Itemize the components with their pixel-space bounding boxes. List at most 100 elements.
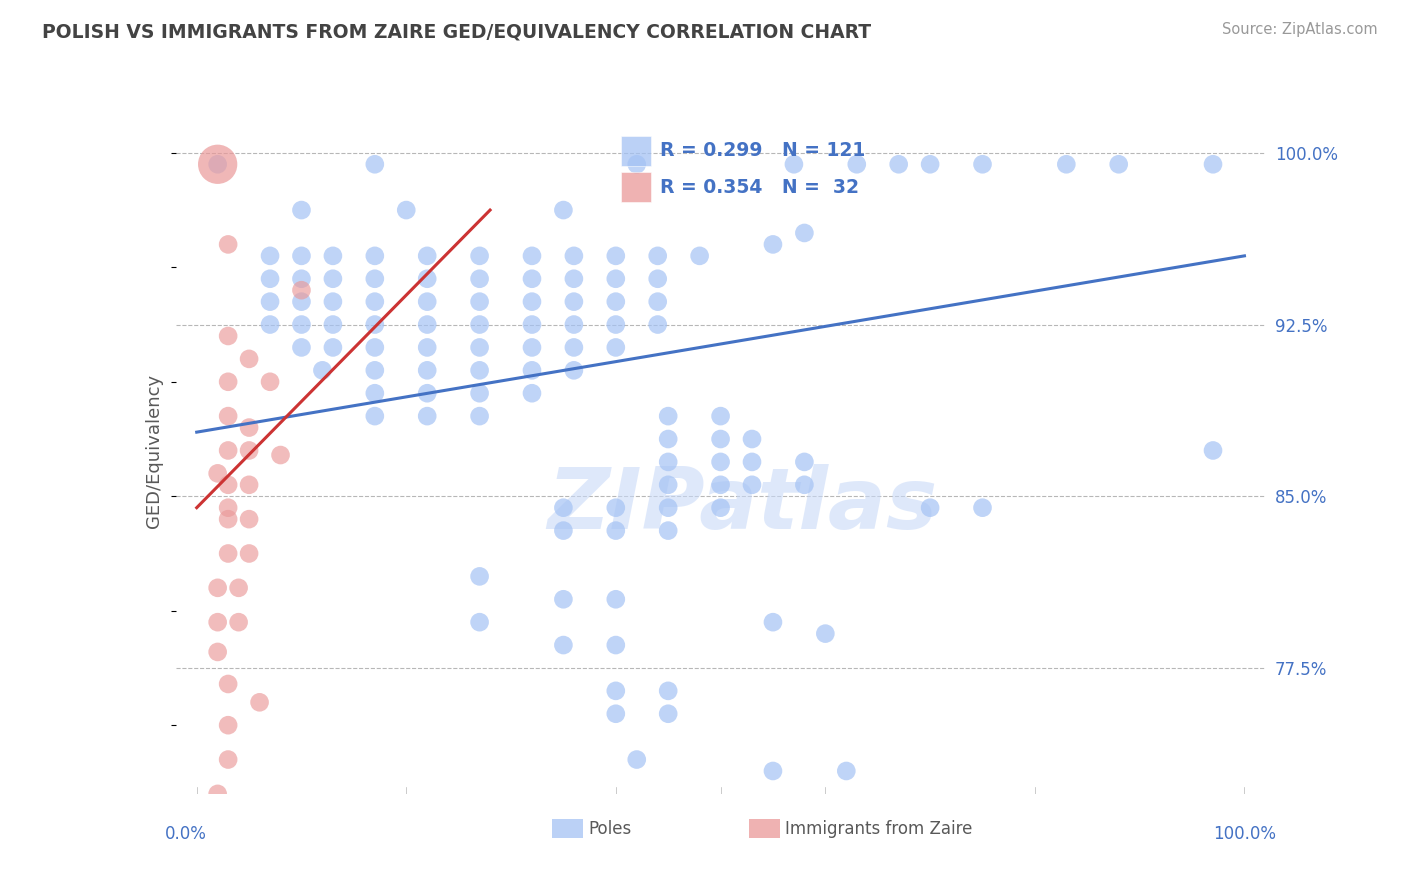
Point — [626, 157, 648, 171]
Point — [322, 294, 344, 309]
Point — [520, 272, 543, 286]
Point — [416, 272, 439, 286]
Point — [238, 443, 260, 458]
Point — [290, 203, 312, 218]
Point — [762, 237, 785, 252]
Point — [793, 455, 815, 469]
Point — [647, 249, 669, 263]
Point — [416, 409, 439, 423]
Point — [562, 340, 585, 354]
Point — [290, 340, 312, 354]
Y-axis label: GED/Equivalency: GED/Equivalency — [145, 374, 163, 527]
Point — [657, 432, 679, 446]
Point — [207, 645, 229, 659]
Text: POLISH VS IMMIGRANTS FROM ZAIRE GED/EQUIVALENCY CORRELATION CHART: POLISH VS IMMIGRANTS FROM ZAIRE GED/EQUI… — [42, 22, 872, 41]
Point — [657, 524, 679, 538]
Point — [520, 318, 543, 332]
Point — [793, 226, 815, 240]
Point — [290, 249, 312, 263]
Point — [605, 318, 627, 332]
Point — [217, 237, 239, 252]
Point — [709, 455, 731, 469]
Point — [647, 272, 669, 286]
Point — [647, 294, 669, 309]
Text: Immigrants from Zaire: Immigrants from Zaire — [785, 820, 973, 838]
Point — [1054, 157, 1077, 171]
Text: Poles: Poles — [588, 820, 631, 838]
Point — [553, 638, 575, 652]
Point — [920, 500, 942, 515]
Point — [290, 283, 312, 297]
Point — [605, 706, 627, 721]
Point — [605, 340, 627, 354]
Point — [553, 203, 575, 218]
Point — [364, 409, 387, 423]
Point — [468, 294, 491, 309]
Point — [605, 524, 627, 538]
Point — [845, 157, 868, 171]
Point — [887, 157, 910, 171]
Point — [416, 249, 439, 263]
Point — [520, 340, 543, 354]
Point — [605, 294, 627, 309]
Point — [972, 500, 994, 515]
Point — [1202, 157, 1225, 171]
Point — [238, 512, 260, 526]
Point — [657, 684, 679, 698]
Point — [520, 363, 543, 377]
Point — [290, 294, 312, 309]
Point — [364, 340, 387, 354]
Point — [217, 718, 239, 732]
Point — [416, 340, 439, 354]
Point — [741, 455, 763, 469]
Point — [290, 318, 312, 332]
Point — [217, 677, 239, 691]
Point — [468, 615, 491, 629]
Point — [605, 592, 627, 607]
Point — [657, 500, 679, 515]
Point — [1202, 443, 1225, 458]
Point — [783, 157, 806, 171]
Point — [259, 294, 281, 309]
Point — [395, 203, 418, 218]
Point — [741, 432, 763, 446]
Point — [364, 157, 387, 171]
Point — [259, 249, 281, 263]
Point — [689, 249, 711, 263]
Point — [972, 157, 994, 171]
Point — [1108, 157, 1130, 171]
Point — [217, 546, 239, 561]
Point — [762, 764, 785, 778]
Point — [217, 500, 239, 515]
Point — [259, 272, 281, 286]
Point — [364, 318, 387, 332]
Point — [553, 500, 575, 515]
Point — [364, 294, 387, 309]
Point — [259, 318, 281, 332]
Point — [207, 157, 229, 171]
Point — [657, 409, 679, 423]
Point — [626, 844, 648, 858]
Point — [322, 318, 344, 332]
Point — [468, 363, 491, 377]
Text: 0.0%: 0.0% — [165, 825, 207, 843]
Point — [322, 249, 344, 263]
Point — [920, 157, 942, 171]
Point — [217, 478, 239, 492]
Point — [605, 638, 627, 652]
Point — [657, 478, 679, 492]
Point — [468, 340, 491, 354]
Point — [520, 294, 543, 309]
Point — [562, 272, 585, 286]
Point — [217, 409, 239, 423]
Point — [814, 626, 837, 640]
Point — [217, 512, 239, 526]
Point — [416, 294, 439, 309]
Point — [562, 294, 585, 309]
Point — [364, 249, 387, 263]
Point — [270, 448, 292, 462]
Point — [468, 272, 491, 286]
Point — [311, 363, 333, 377]
Point — [468, 318, 491, 332]
Point — [238, 546, 260, 561]
